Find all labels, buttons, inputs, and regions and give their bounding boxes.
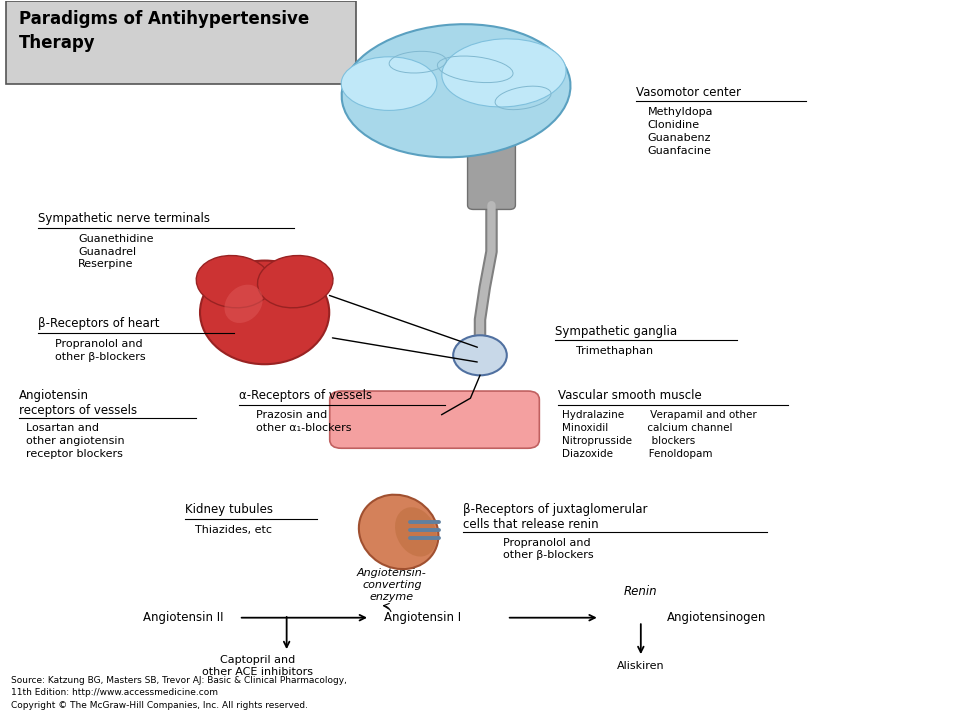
Text: Angiotensin I: Angiotensin I — [384, 611, 462, 624]
FancyBboxPatch shape — [6, 1, 355, 84]
Text: Angiotensin II: Angiotensin II — [143, 611, 224, 624]
Ellipse shape — [395, 507, 437, 557]
Text: Prazosin and
other α₁-blockers: Prazosin and other α₁-blockers — [256, 410, 351, 433]
Text: Hydralazine        Verapamil and other
Minoxidil            calcium channel
Nitr: Hydralazine Verapamil and other Minoxidi… — [563, 410, 757, 459]
Ellipse shape — [359, 495, 439, 569]
Text: α-Receptors of vessels: α-Receptors of vessels — [239, 389, 372, 402]
Text: Captopril and
other ACE inhibitors: Captopril and other ACE inhibitors — [203, 655, 313, 678]
Text: Thiazides, etc: Thiazides, etc — [195, 525, 272, 535]
Text: Guanethidine
Guanadrel
Reserpine: Guanethidine Guanadrel Reserpine — [78, 234, 154, 269]
Ellipse shape — [200, 261, 329, 364]
Text: Angiotensin
receptors of vessels: Angiotensin receptors of vessels — [18, 389, 136, 417]
Text: Propranolol and
other β-blockers: Propranolol and other β-blockers — [55, 339, 146, 361]
Text: Trimethaphan: Trimethaphan — [576, 346, 653, 356]
Ellipse shape — [196, 256, 272, 308]
Text: Sympathetic nerve terminals: Sympathetic nerve terminals — [37, 212, 210, 225]
Text: Propranolol and
other β-blockers: Propranolol and other β-blockers — [503, 538, 593, 560]
Ellipse shape — [225, 284, 263, 323]
Text: Kidney tubules: Kidney tubules — [185, 503, 274, 516]
Circle shape — [453, 336, 507, 375]
Text: β-Receptors of juxtaglomerular
cells that release renin: β-Receptors of juxtaglomerular cells tha… — [463, 503, 647, 531]
Text: Sympathetic ganglia: Sympathetic ganglia — [555, 325, 677, 338]
Text: Renin: Renin — [624, 585, 658, 598]
Ellipse shape — [257, 256, 333, 308]
Ellipse shape — [341, 57, 437, 110]
Text: Angiotensin-
converting
enzyme: Angiotensin- converting enzyme — [357, 567, 427, 603]
Text: Vascular smooth muscle: Vascular smooth muscle — [559, 389, 703, 402]
Text: Aliskiren: Aliskiren — [617, 660, 664, 670]
Text: β-Receptors of heart: β-Receptors of heart — [37, 318, 159, 330]
Text: Vasomotor center: Vasomotor center — [636, 86, 741, 99]
FancyBboxPatch shape — [468, 133, 516, 210]
Text: Methyldopa
Clonidine
Guanabenz
Guanfacine: Methyldopa Clonidine Guanabenz Guanfacin… — [647, 107, 713, 156]
Text: Losartan and
other angiotensin
receptor blockers: Losartan and other angiotensin receptor … — [26, 423, 125, 459]
FancyBboxPatch shape — [329, 391, 540, 449]
Text: Paradigms of Antihypertensive
Therapy: Paradigms of Antihypertensive Therapy — [18, 10, 309, 52]
Ellipse shape — [442, 39, 566, 107]
Text: Angiotensinogen: Angiotensinogen — [666, 611, 766, 624]
Ellipse shape — [342, 24, 570, 158]
Text: Source: Katzung BG, Masters SB, Trevor AJ: Basic & Clinical Pharmacology,
11th E: Source: Katzung BG, Masters SB, Trevor A… — [11, 676, 347, 710]
